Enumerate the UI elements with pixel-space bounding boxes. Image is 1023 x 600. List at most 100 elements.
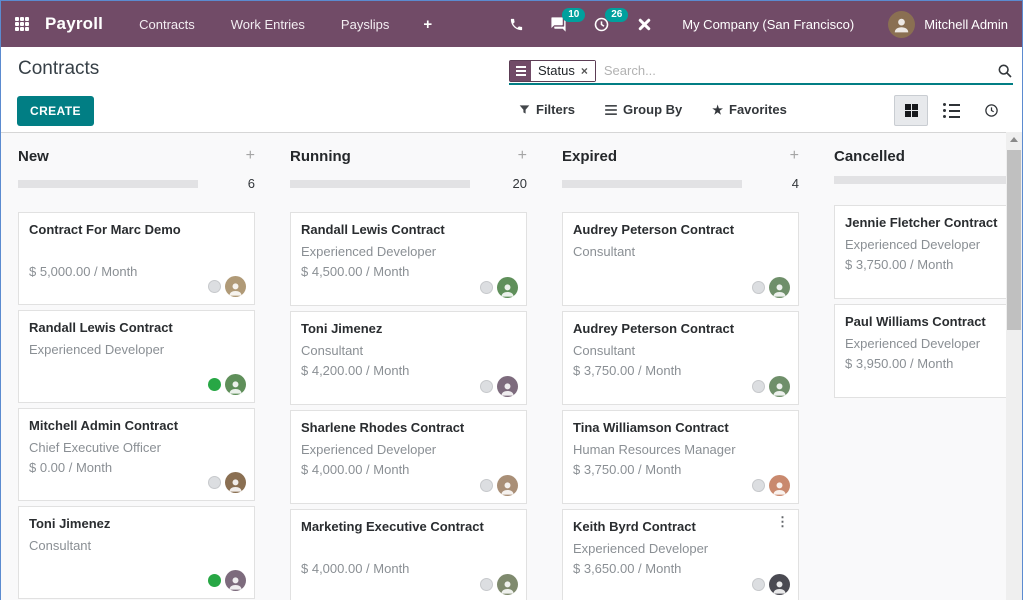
card-job-position bbox=[29, 244, 244, 259]
card-salary: $ 0.00 / Month bbox=[29, 460, 113, 475]
quick-create-icon[interactable]: + bbox=[517, 147, 527, 164]
card-job-position: Consultant bbox=[573, 244, 636, 259]
favorites-button[interactable]: ★ Favorites bbox=[712, 102, 787, 117]
card-footer bbox=[480, 574, 518, 595]
search-input[interactable] bbox=[595, 63, 997, 78]
card-menu-icon[interactable]: ⋮ bbox=[776, 514, 789, 529]
employee-avatar bbox=[225, 276, 246, 297]
vertical-scrollbar[interactable] bbox=[1006, 132, 1022, 600]
phone-icon[interactable] bbox=[509, 17, 524, 32]
activities-icon[interactable]: 26 bbox=[593, 7, 629, 33]
activity-status-dot[interactable] bbox=[208, 476, 221, 489]
kanban-column-new: New +6 Contract For Marc Demo $ 5,000.00 / … bbox=[18, 145, 255, 600]
employee-avatar bbox=[225, 374, 246, 395]
kanban-card[interactable]: Sharlene Rhodes Contract Experienced Deve… bbox=[290, 410, 527, 504]
card-title: Randall Lewis Contract bbox=[29, 320, 173, 335]
kanban-view-icon bbox=[904, 104, 918, 117]
search-bar: Status × bbox=[509, 58, 1013, 85]
tools-icon[interactable] bbox=[636, 16, 652, 32]
facet-remove-icon[interactable]: × bbox=[580, 63, 588, 78]
column-progress-bar[interactable] bbox=[562, 179, 742, 188]
activity-view-button[interactable] bbox=[974, 95, 1008, 126]
search-icon[interactable] bbox=[997, 63, 1013, 79]
kanban-card[interactable]: Toni Jimenez Consultant $ 4,200.00 / Month bbox=[290, 311, 527, 405]
activity-status-dot[interactable] bbox=[480, 578, 493, 591]
activity-status-dot[interactable] bbox=[752, 281, 765, 294]
kanban-column-expired: Expired +4 Audrey Peterson Contract Consult… bbox=[562, 145, 799, 600]
kanban-card[interactable]: Tina Williamson Contract Human Resources … bbox=[562, 410, 799, 504]
kanban-card[interactable]: Contract For Marc Demo $ 5,000.00 / Month bbox=[18, 212, 255, 305]
user-avatar[interactable] bbox=[888, 10, 916, 38]
list-view-button[interactable] bbox=[934, 95, 968, 126]
quick-create-icon[interactable]: + bbox=[245, 147, 255, 164]
kanban-card[interactable]: ⋮ Keith Byrd Contract Experienced Develope… bbox=[562, 509, 799, 600]
card-job-position: Consultant bbox=[301, 343, 364, 358]
card-title: Contract For Marc Demo bbox=[29, 222, 181, 237]
card-job-position: Experienced Developer bbox=[845, 237, 981, 252]
kanban-card[interactable]: Paul Williams Contract Experienced Develo… bbox=[834, 304, 1008, 398]
filters-label: Filters bbox=[536, 102, 576, 117]
kanban-card[interactable]: Marketing Executive Contract $ 4,000.00 /… bbox=[290, 509, 527, 600]
scrollbar-thumb[interactable] bbox=[1007, 150, 1021, 330]
activities-badge: 26 bbox=[605, 7, 629, 22]
card-salary: $ 3,750.00 / Month bbox=[573, 363, 682, 378]
card-title: Mitchell Admin Contract bbox=[29, 418, 179, 433]
column-progress-bar[interactable] bbox=[834, 176, 1008, 184]
kanban-column-running: Running +20 Randall Lewis Contract Experien… bbox=[290, 145, 527, 600]
scrollbar-up-arrow-icon[interactable] bbox=[1006, 132, 1022, 147]
column-progress-bar[interactable] bbox=[290, 179, 470, 188]
quick-create-icon[interactable]: + bbox=[789, 147, 799, 164]
card-title: Jennie Fletcher Contract bbox=[845, 215, 998, 230]
kanban-card[interactable]: Randall Lewis Contract Experienced Develo… bbox=[18, 310, 255, 403]
activity-status-dot[interactable] bbox=[752, 479, 765, 492]
create-button[interactable]: CREATE bbox=[17, 96, 94, 126]
filters-button[interactable]: Filters bbox=[519, 102, 575, 117]
group-by-label: Group By bbox=[623, 102, 683, 117]
group-by-button[interactable]: Group By bbox=[605, 102, 682, 117]
menu-contracts[interactable]: Contracts bbox=[139, 16, 195, 32]
topbar-right: 10 26 My Company (San Francisco) Mitchel… bbox=[483, 7, 1008, 38]
kanban-card[interactable]: Jennie Fletcher Contract Experienced Deve… bbox=[834, 205, 1008, 299]
card-job-position: Experienced Developer bbox=[845, 336, 981, 351]
card-salary: $ 5,000.00 / Month bbox=[29, 264, 138, 279]
kanban-card[interactable]: Audrey Peterson Contract Consultant $ 3,75… bbox=[562, 311, 799, 405]
kanban-card[interactable]: Toni Jimenez Consultant bbox=[18, 506, 255, 599]
card-job-position: Human Resources Manager bbox=[573, 442, 736, 457]
app-title[interactable]: Payroll bbox=[45, 14, 104, 33]
column-progress-bar[interactable] bbox=[18, 179, 198, 188]
activity-status-dot[interactable] bbox=[480, 479, 493, 492]
kanban-card[interactable]: Mitchell Admin Contract Chief Executive O… bbox=[18, 408, 255, 501]
activity-status-dot[interactable] bbox=[480, 281, 493, 294]
page-title: Contracts bbox=[18, 58, 100, 79]
menu-plus[interactable]: + bbox=[423, 15, 433, 33]
activity-status-dot[interactable] bbox=[208, 574, 221, 587]
messages-icon[interactable]: 10 bbox=[550, 7, 586, 33]
activity-status-dot[interactable] bbox=[208, 280, 221, 293]
column-title: Expired bbox=[562, 147, 618, 165]
card-salary: $ 3,750.00 / Month bbox=[845, 257, 954, 272]
activity-status-dot[interactable] bbox=[752, 578, 765, 591]
kanban-card[interactable]: Audrey Peterson Contract Consultant bbox=[562, 212, 799, 306]
menu-work-entries[interactable]: Work Entries bbox=[230, 16, 305, 32]
card-title: Toni Jimenez bbox=[29, 516, 111, 531]
activity-status-dot[interactable] bbox=[480, 380, 493, 393]
card-footer bbox=[752, 277, 790, 298]
activity-status-dot[interactable] bbox=[208, 378, 221, 391]
user-name[interactable]: Mitchell Admin bbox=[924, 16, 1008, 32]
card-title: Tina Williamson Contract bbox=[573, 420, 729, 435]
card-job-position: Experienced Developer bbox=[573, 541, 709, 556]
activity-view-icon bbox=[984, 104, 998, 117]
menu-payslips[interactable]: Payslips bbox=[340, 16, 390, 32]
company-switcher[interactable]: My Company (San Francisco) bbox=[682, 16, 855, 32]
card-job-position bbox=[301, 541, 516, 556]
card-salary: $ 4,000.00 / Month bbox=[301, 561, 410, 576]
kanban-view-button[interactable] bbox=[894, 95, 928, 126]
employee-avatar bbox=[769, 376, 790, 397]
kanban-card[interactable]: Randall Lewis Contract Experienced Develo… bbox=[290, 212, 527, 306]
apps-menu-icon[interactable] bbox=[15, 17, 29, 31]
activity-status-dot[interactable] bbox=[752, 380, 765, 393]
card-footer bbox=[752, 475, 790, 496]
card-title: Sharlene Rhodes Contract bbox=[301, 420, 465, 435]
employee-avatar bbox=[225, 570, 246, 591]
